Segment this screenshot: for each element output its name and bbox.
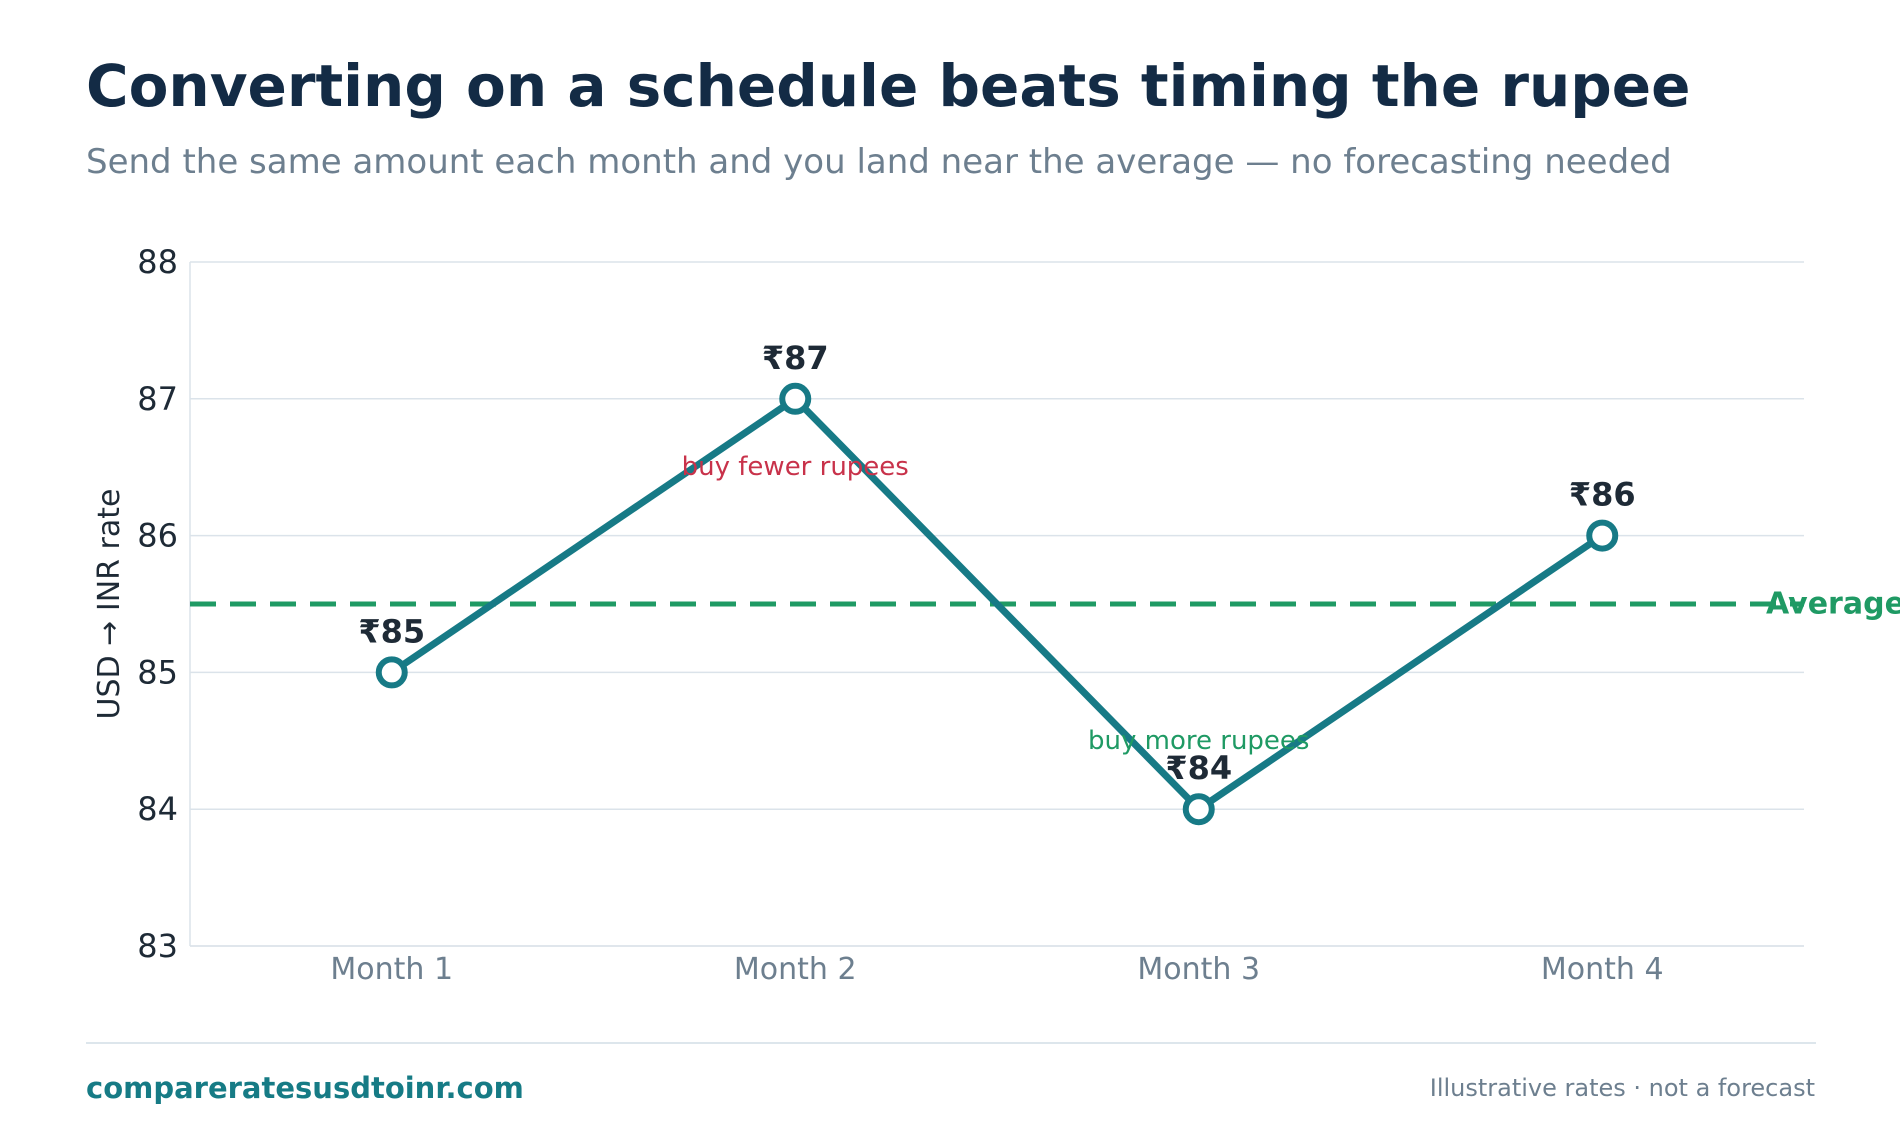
x-tick-label: Month 3 xyxy=(1137,952,1260,987)
data-label: ₹86 xyxy=(1569,476,1636,514)
y-axis-label: USD → INR rate xyxy=(92,489,127,720)
annotation-label: buy fewer rupees xyxy=(682,452,909,482)
chart-title: Converting on a schedule beats timing th… xyxy=(86,52,1691,120)
y-tick-label: 83 xyxy=(137,927,178,965)
chart-subtitle: Send the same amount each month and you … xyxy=(86,142,1672,182)
data-label: ₹87 xyxy=(762,339,829,377)
series xyxy=(375,382,1619,826)
series-line xyxy=(388,395,1606,813)
labels: ₹85 ₹87 ₹84 ₹86 buy fewer rupees buy more rup… xyxy=(358,339,1635,787)
data-label: ₹85 xyxy=(358,612,425,650)
y-tick-label: 88 xyxy=(137,243,178,281)
average-reference: Average xyxy=(190,587,1900,622)
x-tick-label: Month 4 xyxy=(1541,952,1664,987)
axes: 83 84 85 86 87 88 Month 1 Month 2 Month 3 Month 4… xyxy=(92,243,1804,987)
data-label: ₹84 xyxy=(1165,749,1232,787)
annotation-label: buy more rupees xyxy=(1088,726,1309,756)
data-point xyxy=(375,656,408,689)
y-tick-label: 87 xyxy=(137,380,178,418)
footer-note: Illustrative rates · not a forecast xyxy=(1429,1074,1815,1102)
line-chart: 83 84 85 86 87 88 Month 1 Month 2 Month 3 Month 4… xyxy=(92,243,1900,987)
y-tick-label: 85 xyxy=(137,653,178,691)
x-tick-label: Month 2 xyxy=(734,952,857,987)
data-point xyxy=(1586,519,1619,552)
average-label: Average xyxy=(1766,587,1900,622)
footer-brand: compareratesusdtoinr.com xyxy=(86,1071,524,1105)
data-point xyxy=(1182,793,1215,826)
x-tick-label: Month 1 xyxy=(330,952,453,987)
data-point xyxy=(779,382,812,415)
y-tick-label: 84 xyxy=(137,790,178,828)
y-tick-label: 86 xyxy=(137,517,178,555)
footer-divider xyxy=(86,1042,1816,1044)
